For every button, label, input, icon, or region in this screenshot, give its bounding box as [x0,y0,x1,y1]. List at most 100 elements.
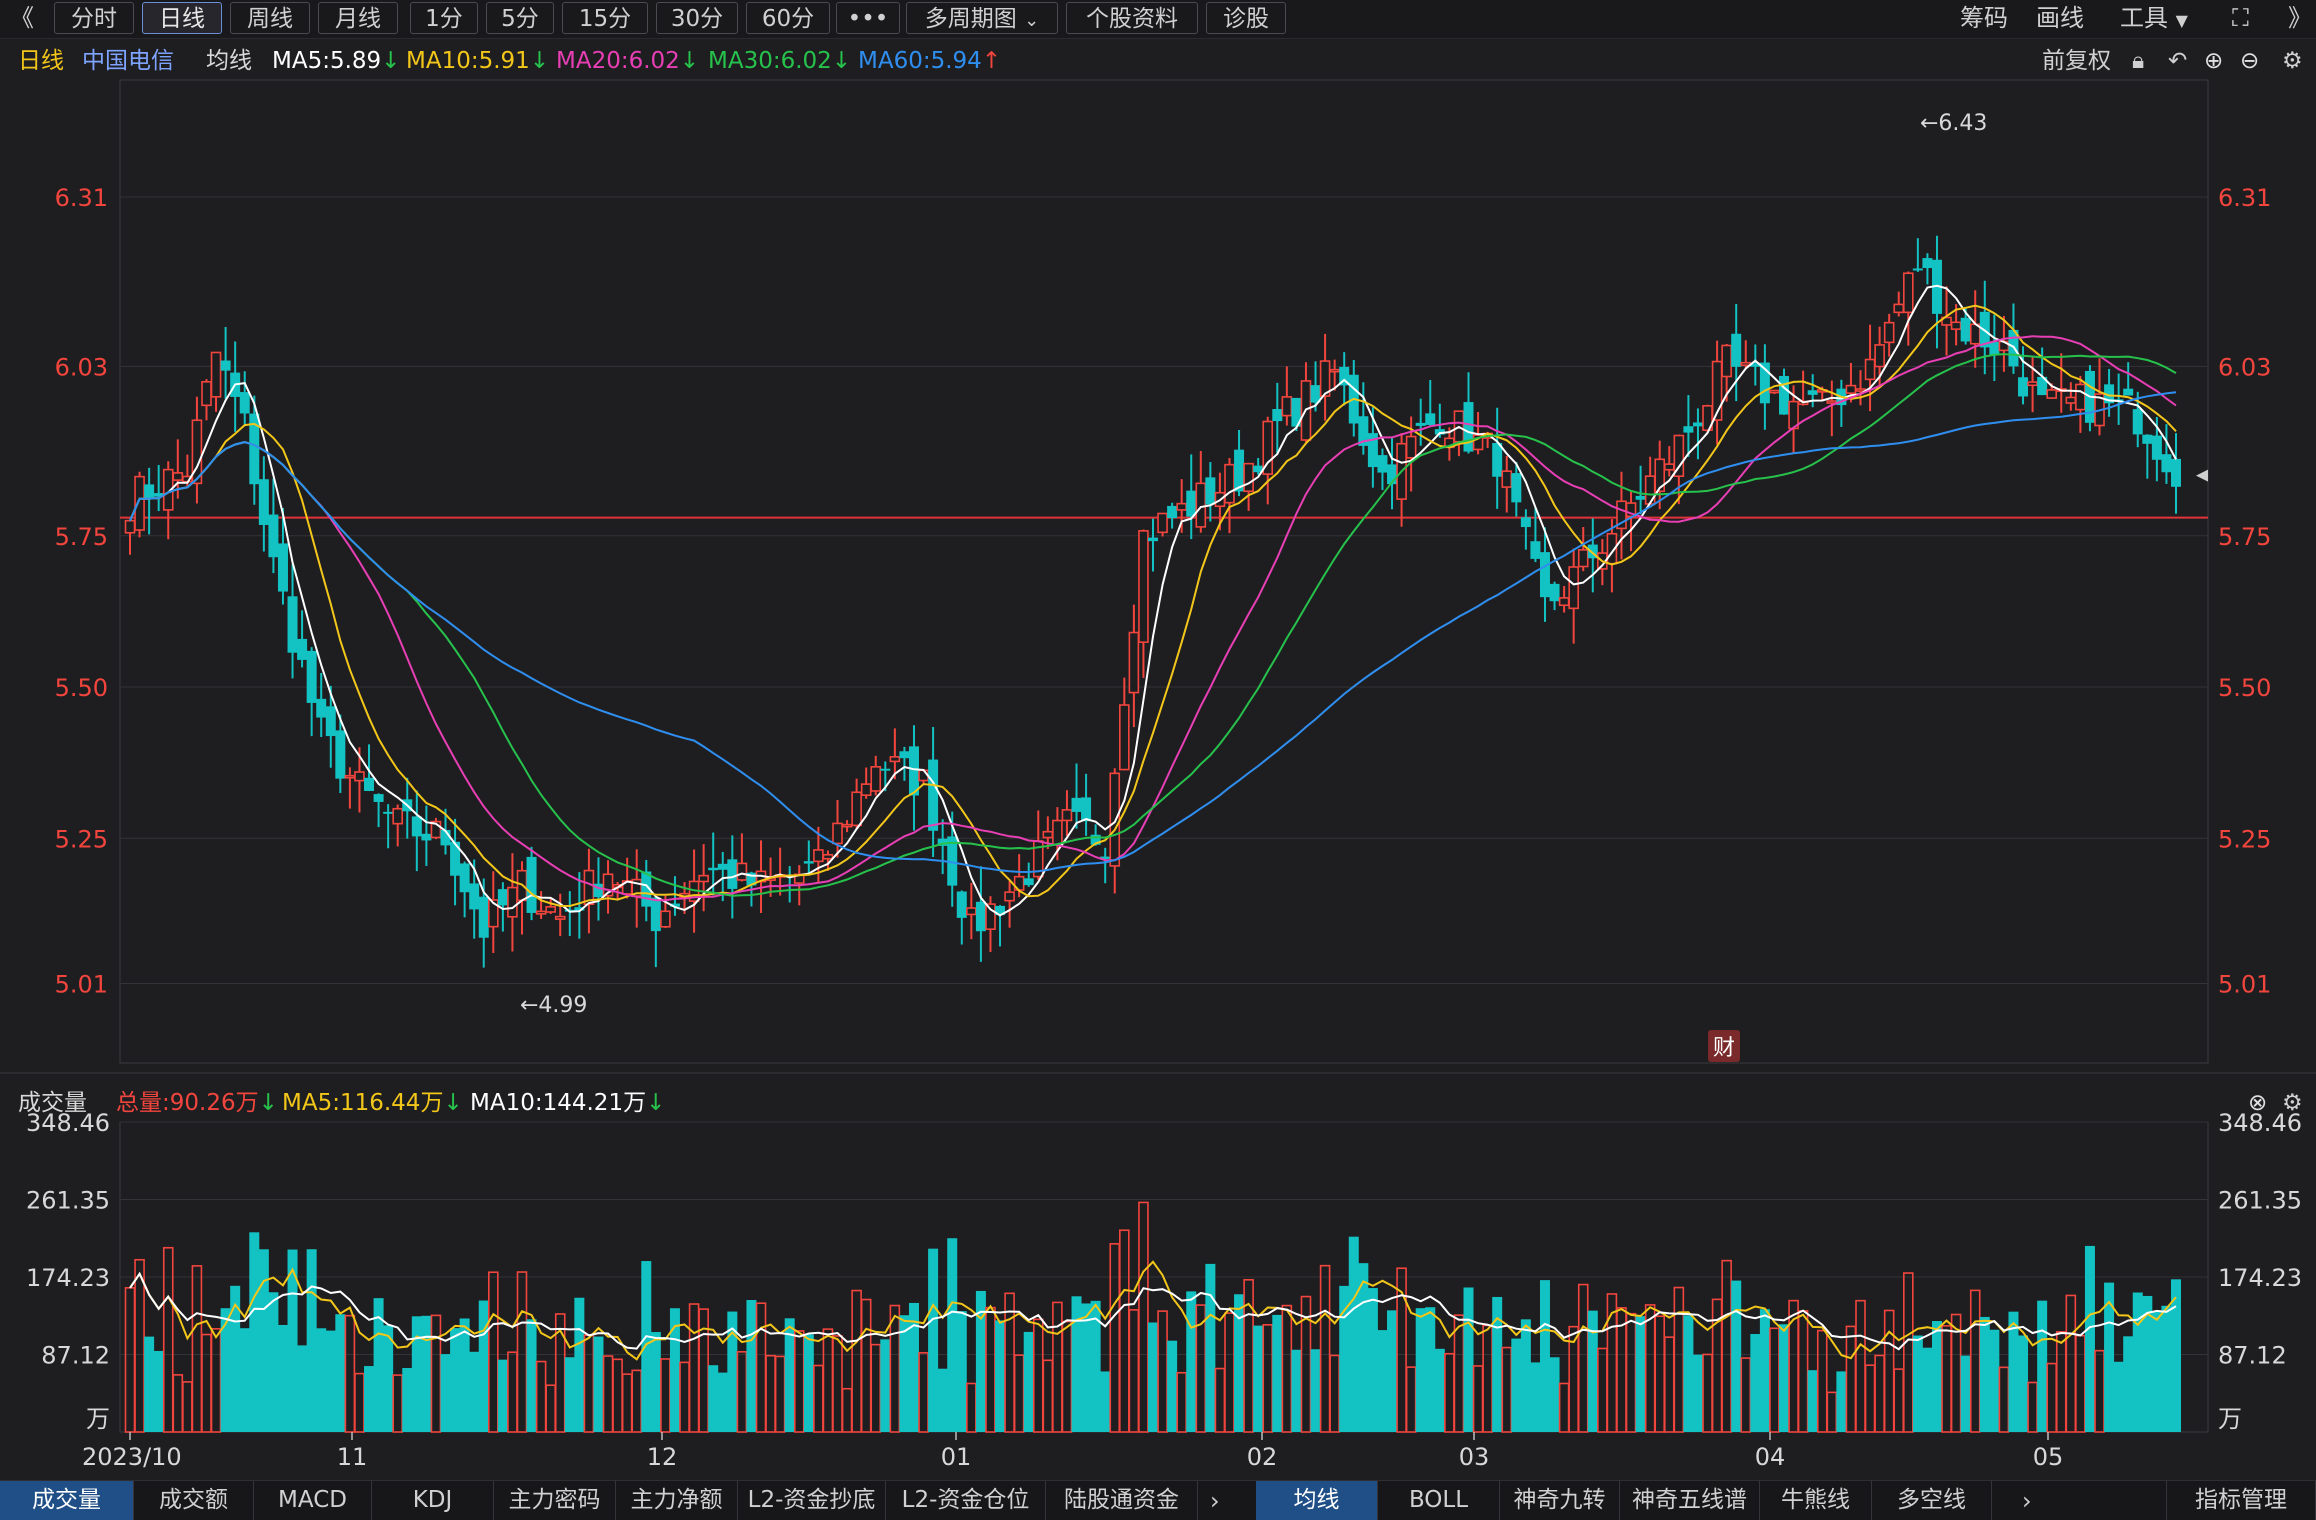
date-label: 12 [647,1443,678,1471]
candle-body [1797,400,1809,406]
back-icon[interactable]: 《 [10,4,34,32]
volume-tick-right: 174.23 [2218,1264,2302,1292]
period-button-0[interactable]: 分时 [54,2,134,34]
candle-body [1740,361,1752,367]
candle-body [851,791,862,827]
candle-body [708,867,719,871]
volume-bar [1453,1314,1465,1433]
volume-bar [1109,1243,1121,1433]
candle-body [1090,834,1101,845]
volume-bar [564,1357,575,1432]
volume-bar [727,1311,738,1432]
tools-button[interactable]: 工具 ▼ [2120,2,2188,34]
chevron-right-icon[interactable]: › [1210,1487,1220,1515]
volume-bar [2113,1361,2124,1432]
candle-body [354,771,365,782]
volume-bar [2104,1282,2115,1432]
indicator-tab-6[interactable]: L2-资金抄底 [738,1481,886,1520]
candle-body [1358,416,1369,446]
multi-period-button[interactable]: 多周期图 ⌄ [906,2,1058,34]
overlay-tab-5[interactable]: 多空线 [1872,1481,1992,1520]
period-button-7[interactable]: 30分 [656,2,738,34]
close-panel-icon[interactable]: ⊗ [2248,1090,2268,1116]
adjust-mode[interactable]: 前复权 [2042,48,2111,74]
overlay-tab-0[interactable]: 均线 [1256,1481,1378,1520]
candle-body [1472,434,1484,451]
zoom-in-icon[interactable]: ⊕ [2204,48,2224,74]
volume-bar [392,1374,404,1433]
stock-info-button[interactable]: 个股资料 [1066,2,1198,34]
indicator-tab-7[interactable]: L2-资金仓位 [886,1481,1046,1520]
price-tick-right: 5.75 [2218,523,2271,551]
indicator-tab-5[interactable]: 主力净额 [616,1481,738,1520]
candle-body [1855,388,1866,392]
indicator-tab-2[interactable]: MACD [254,1481,372,1520]
volume-bar [1577,1283,1589,1433]
candle-body [239,392,250,414]
double-chevron-right-icon[interactable]: 》 [2288,4,2312,32]
candle-body [612,884,623,889]
zoom-out-icon[interactable]: ⊖ [2240,48,2260,74]
volume-bar [1654,1315,1666,1433]
candle-body [956,891,967,918]
volume-bar [2161,1305,2172,1432]
period-button-6[interactable]: 15分 [562,2,648,34]
volume-title[interactable]: 成交量 [18,1090,87,1116]
volume-bar [1310,1349,1321,1432]
volume-bar [889,1304,901,1433]
volume-bar [1176,1371,1187,1433]
more-button[interactable]: ••• [836,2,900,34]
indicator-tab-4[interactable]: 主力密码 [494,1481,616,1520]
candle-body [1329,368,1340,373]
indicator-manage-button[interactable]: 指标管理 [2166,1481,2316,1520]
price-tick-right: 5.01 [2218,971,2271,999]
period-button-5[interactable]: 5分 [486,2,554,34]
price-tick-left: 5.75 [55,523,108,551]
overlay-tab-3[interactable]: 神奇五线谱 [1620,1481,1760,1520]
period-button-8[interactable]: 60分 [746,2,830,34]
volume-bar [1013,1354,1025,1433]
settings-icon[interactable]: ⚙ [2282,48,2303,74]
undo-icon[interactable]: ↶ [2168,48,2188,74]
volume-bar [1281,1304,1293,1433]
candle-body [1492,442,1503,477]
candle-body [2018,377,2029,397]
period-button-2[interactable]: 周线 [230,2,310,34]
draw-button[interactable]: 画线 [2036,4,2084,32]
volume-ma5-line [129,1260,2177,1361]
high-price-marker: ←6.43 [1920,111,1987,136]
overlay-tab-4[interactable]: 牛熊线 [1760,1481,1872,1520]
period-button-1[interactable]: 日线 [142,2,222,34]
volume-bar [1472,1365,1484,1433]
indicator-tab-1[interactable]: 成交额 [134,1481,254,1520]
overlay-tab-1[interactable]: BOLL [1378,1481,1500,1520]
lock-icon[interactable]: 🔒︎ [2132,48,2145,74]
volume-bar [344,1314,356,1433]
candle-body [822,853,834,860]
volume-frame [119,1121,2209,1433]
low-price-marker: ←4.99 [520,993,587,1018]
expand-icon[interactable]: ⛶ [2232,4,2249,32]
volume-bar [316,1328,327,1432]
ma-label[interactable]: 均线 [206,48,252,74]
indicator-tab-8[interactable]: 陆股通资金 [1046,1481,1198,1520]
chevron-right-icon[interactable]: › [2022,1487,2032,1515]
volume-bar [2008,1311,2019,1432]
candle-body [1769,389,1780,394]
stock-name[interactable]: 中国电信 [82,48,174,74]
volume-bar [1606,1293,1618,1433]
overlay-tab-2[interactable]: 神奇九转 [1500,1481,1620,1520]
indicator-tab-3[interactable]: KDJ [372,1481,494,1520]
indicator-tab-0[interactable]: 成交量 [0,1481,134,1520]
diagnose-button[interactable]: 诊股 [1206,2,1286,34]
period-button-3[interactable]: 月线 [318,2,398,34]
candle-body [765,877,776,881]
period-button-4[interactable]: 1分 [410,2,478,34]
candle-body [1558,597,1570,607]
candle-body [1396,442,1407,500]
ma-legend: 日线 中国电信 均线 MA5:5.89↓ MA10:5.91↓ MA20:6.0… [0,42,2316,80]
candle-body [1138,530,1149,643]
chips-button[interactable]: 筹码 [1960,4,2008,32]
settings-icon[interactable]: ⚙ [2282,1090,2303,1116]
